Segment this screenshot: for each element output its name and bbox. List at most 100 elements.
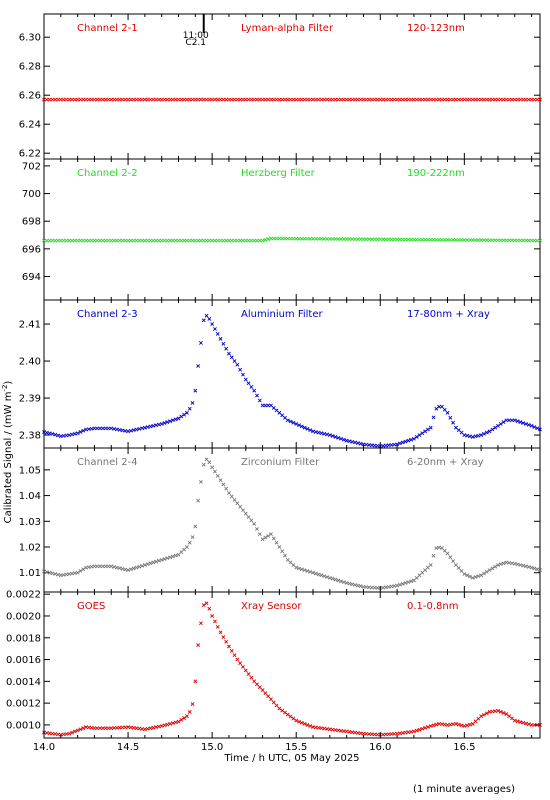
data-point: [283, 553, 287, 558]
data-point: [78, 238, 83, 243]
data-point: [42, 430, 46, 435]
panel-frame: [43, 13, 541, 160]
data-point: [397, 97, 402, 102]
data-point: [128, 238, 133, 243]
data-point: [103, 564, 108, 569]
data-point: [299, 567, 304, 572]
data-point: [255, 97, 259, 102]
data-point: [322, 431, 327, 436]
data-point: [140, 97, 144, 102]
data-point: [288, 419, 293, 424]
data-point: [187, 710, 192, 714]
data-point: [386, 97, 391, 102]
data-point: [44, 238, 49, 243]
data-point: [400, 440, 405, 445]
data-point: [462, 97, 467, 102]
data-point: [445, 551, 450, 556]
data-point: [448, 415, 453, 420]
data-point: [170, 97, 175, 102]
y-tick-label: 2.40: [19, 357, 41, 368]
data-point: [367, 97, 371, 102]
data-point: [535, 723, 540, 727]
data-point: [409, 579, 414, 584]
data-point: [468, 574, 472, 579]
data-point: [86, 238, 91, 243]
data-point: [353, 440, 357, 445]
data-point: [538, 97, 542, 102]
data-point: [476, 238, 481, 243]
data-point: [529, 723, 534, 727]
data-point: [406, 97, 411, 102]
data-point: [238, 661, 243, 666]
data-point: [440, 237, 444, 242]
data-point: [529, 565, 534, 570]
data-point: [512, 418, 517, 423]
data-series: [42, 457, 542, 591]
data-point: [199, 97, 203, 102]
data-point: [425, 237, 430, 242]
y-tick-label: 0.0010: [6, 720, 41, 731]
data-point: [84, 97, 88, 102]
data-point: [89, 238, 94, 243]
data-point: [238, 367, 243, 372]
data-point: [246, 238, 251, 243]
data-point: [182, 238, 187, 243]
data-point: [518, 720, 523, 724]
data-point: [339, 237, 343, 241]
data-point: [260, 403, 265, 408]
data-point: [199, 238, 203, 243]
data-point: [103, 238, 108, 243]
data-point: [291, 716, 296, 721]
panel-band-label: 6-20nm + Xray: [407, 457, 484, 468]
data-point: [395, 442, 400, 447]
data-point: [238, 238, 243, 243]
data-point: [162, 557, 167, 561]
data-point: [484, 569, 489, 574]
data-point: [431, 553, 436, 558]
data-point: [434, 546, 439, 551]
data-point: [448, 237, 453, 242]
panel-filter-label: Xray Sensor: [241, 601, 302, 612]
data-point: [134, 97, 139, 102]
data-point: [308, 724, 313, 728]
y-tick-label: 6.30: [19, 33, 41, 44]
data-point: [297, 566, 301, 571]
data-point: [128, 97, 133, 102]
data-point: [271, 97, 276, 102]
data-point: [383, 97, 388, 102]
data-point: [524, 721, 528, 726]
data-point: [369, 237, 374, 242]
data-point: [479, 97, 484, 102]
data-point: [403, 581, 408, 585]
data-point: [465, 723, 470, 728]
data-point: [496, 238, 500, 243]
data-point: [255, 238, 259, 243]
data-point: [313, 430, 318, 434]
data-point: [86, 565, 91, 570]
data-point: [459, 569, 464, 573]
data-point: [84, 238, 88, 243]
data-point: [512, 97, 517, 102]
y-tick-label: 0.0018: [6, 633, 41, 644]
data-point: [423, 97, 428, 102]
data-point: [193, 524, 198, 529]
data-point: [524, 564, 528, 569]
data-point: [515, 97, 520, 102]
data-point: [512, 238, 517, 243]
data-point: [493, 238, 498, 243]
data-point: [322, 574, 327, 579]
data-point: [95, 426, 100, 431]
data-point: [75, 238, 80, 243]
data-point: [294, 97, 299, 102]
data-point: [266, 533, 271, 538]
data-point: [106, 97, 111, 102]
data-point: [173, 553, 178, 558]
y-tick-label: 2.41: [19, 320, 41, 331]
data-point: [440, 404, 444, 409]
data-point: [389, 97, 394, 102]
y-tick-label: 700: [22, 189, 41, 200]
data-point: [344, 581, 349, 585]
data-point: [162, 238, 167, 243]
data-point: [204, 313, 209, 318]
